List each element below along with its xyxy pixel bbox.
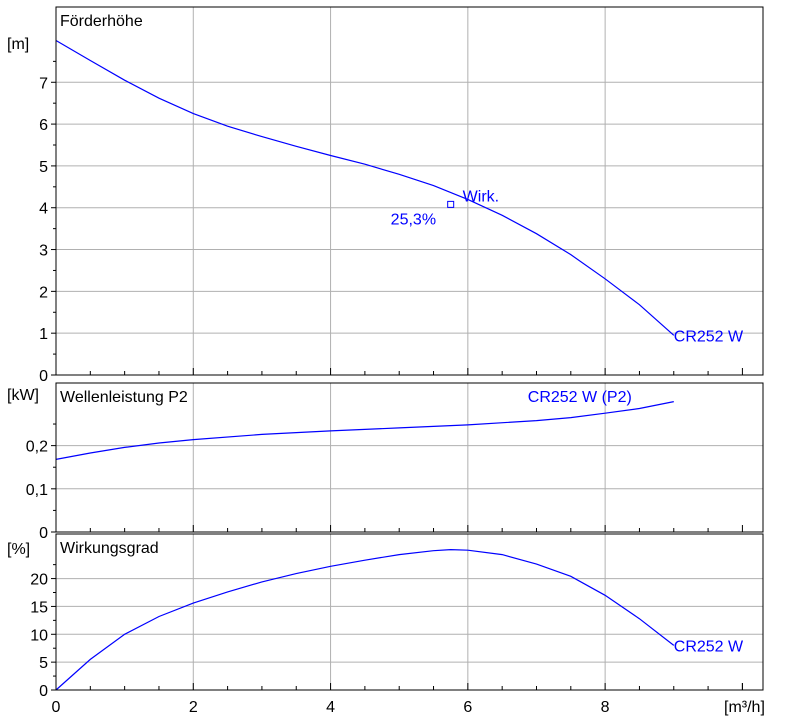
y-unit-label: [m] <box>7 36 29 53</box>
series-label: CR252 W (P2) <box>528 389 632 406</box>
series-label: CR252 W <box>674 638 744 655</box>
y-tick-label: 0 <box>39 683 48 700</box>
y-unit-label: [%] <box>7 541 30 558</box>
x-tick-label: 0 <box>52 699 61 716</box>
panel-title: Wellenleistung P2 <box>60 389 188 406</box>
y-tick-label: 5 <box>39 159 48 176</box>
x-tick-label: 4 <box>326 699 335 716</box>
x-axis-label: [m³/h] <box>724 699 765 716</box>
marker-value-label: 25,3% <box>391 211 436 228</box>
y-tick-label: 7 <box>39 75 48 92</box>
y-tick-label: 0 <box>39 525 48 542</box>
y-tick-label: 2 <box>39 284 48 301</box>
x-tick-label: 6 <box>463 699 472 716</box>
y-tick-label: 4 <box>39 201 48 218</box>
y-tick-label: 15 <box>30 599 48 616</box>
curve-layer <box>55 39 675 691</box>
axes-layer <box>51 6 764 691</box>
panel-frame <box>55 6 764 376</box>
efficiency-marker <box>447 200 455 208</box>
panel-title: Förderhöhe <box>60 13 143 30</box>
grid-layer <box>56 7 763 690</box>
y-tick-label: 5 <box>39 655 48 672</box>
panel-frame <box>55 533 764 691</box>
y-tick-label: 6 <box>39 117 48 134</box>
x-tick-label: 8 <box>601 699 610 716</box>
series-label: CR252 W <box>674 328 744 345</box>
y-unit-label: [kW] <box>7 387 39 404</box>
y-tick-label: 0,1 <box>26 482 48 499</box>
y-tick-label: 1 <box>39 326 48 343</box>
panel-frame <box>55 382 764 533</box>
y-tick-label: 10 <box>30 627 48 644</box>
curve-line <box>55 548 675 691</box>
marker-label: Wirk. <box>463 188 499 205</box>
curve-line <box>55 401 674 460</box>
panel-title: Wirkungsgrad <box>60 540 159 557</box>
x-tick-label: 2 <box>189 699 198 716</box>
y-tick-label: 0 <box>39 368 48 385</box>
y-tick-label: 3 <box>39 243 48 260</box>
y-tick-label: 20 <box>30 572 48 589</box>
curve-line <box>55 39 675 336</box>
y-tick-label: 0,2 <box>26 439 48 456</box>
